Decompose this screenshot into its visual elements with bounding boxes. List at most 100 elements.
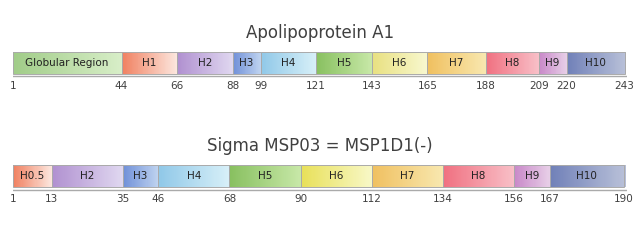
Bar — [116, 52, 118, 74]
Bar — [534, 52, 536, 74]
Bar — [24, 165, 26, 187]
Bar — [163, 52, 165, 74]
Bar — [572, 165, 575, 187]
Bar — [177, 52, 179, 74]
Bar — [243, 52, 245, 74]
Bar — [217, 52, 219, 74]
Bar — [532, 165, 535, 187]
Bar — [98, 52, 100, 74]
Bar — [502, 52, 504, 74]
Bar — [332, 165, 335, 187]
Bar — [600, 52, 602, 74]
Text: H9: H9 — [525, 171, 539, 181]
Bar — [131, 165, 134, 187]
Bar — [552, 52, 554, 74]
Bar — [104, 165, 107, 187]
Bar — [394, 52, 396, 74]
Bar — [427, 165, 429, 187]
Bar — [489, 165, 492, 187]
Bar — [502, 165, 505, 187]
Bar — [132, 52, 134, 74]
Bar — [95, 165, 97, 187]
Bar — [67, 165, 69, 187]
Bar — [593, 52, 595, 74]
Bar — [507, 52, 509, 74]
Bar — [536, 52, 538, 74]
Bar — [99, 165, 102, 187]
Bar — [301, 165, 303, 187]
Bar — [378, 52, 380, 74]
Bar — [457, 165, 460, 187]
Bar — [42, 52, 44, 74]
Bar — [407, 52, 410, 74]
Bar — [172, 165, 175, 187]
Bar — [372, 52, 374, 74]
Bar — [522, 52, 524, 74]
Bar — [157, 52, 159, 74]
Bar — [326, 165, 329, 187]
Bar — [184, 52, 186, 74]
Bar — [428, 52, 486, 74]
Bar — [614, 165, 617, 187]
Bar — [233, 52, 260, 74]
Bar — [15, 52, 17, 74]
Bar — [230, 165, 232, 187]
Bar — [383, 165, 385, 187]
Bar — [393, 52, 395, 74]
Bar — [342, 165, 346, 187]
Bar — [25, 165, 28, 187]
Bar — [33, 165, 36, 187]
Bar — [572, 52, 575, 74]
Bar — [306, 165, 308, 187]
Bar — [207, 52, 209, 74]
Bar — [332, 52, 334, 74]
Bar — [118, 52, 120, 74]
Bar — [280, 165, 283, 187]
Bar — [547, 52, 548, 74]
Bar — [618, 52, 620, 74]
Bar — [204, 165, 206, 187]
Bar — [99, 52, 101, 74]
Bar — [156, 165, 159, 187]
Bar — [528, 52, 530, 74]
Bar — [241, 165, 244, 187]
Bar — [489, 52, 491, 74]
Bar — [623, 165, 625, 187]
Bar — [451, 165, 454, 187]
Bar — [379, 52, 381, 74]
Bar — [296, 52, 298, 74]
Bar — [329, 52, 331, 74]
Bar — [504, 52, 506, 74]
Bar — [451, 165, 453, 187]
Bar — [370, 52, 372, 74]
Bar — [107, 52, 109, 74]
Bar — [242, 52, 244, 74]
Bar — [54, 165, 56, 187]
Bar — [201, 52, 203, 74]
Bar — [452, 52, 455, 74]
Bar — [335, 165, 338, 187]
Bar — [336, 165, 339, 187]
Bar — [516, 52, 519, 74]
Bar — [337, 52, 339, 74]
Bar — [66, 165, 68, 187]
Bar — [153, 165, 156, 187]
Bar — [179, 165, 182, 187]
Bar — [261, 52, 264, 74]
Bar — [111, 52, 113, 74]
Bar — [504, 165, 507, 187]
Bar — [408, 52, 410, 74]
Bar — [418, 165, 420, 187]
Bar — [529, 52, 532, 74]
Bar — [438, 52, 440, 74]
Bar — [563, 52, 564, 74]
Bar — [210, 165, 212, 187]
Bar — [119, 52, 121, 74]
Bar — [228, 52, 230, 74]
Bar — [50, 52, 52, 74]
Bar — [583, 165, 586, 187]
Bar — [166, 165, 168, 187]
Bar — [266, 52, 269, 74]
Bar — [595, 52, 597, 74]
Bar — [520, 165, 522, 187]
